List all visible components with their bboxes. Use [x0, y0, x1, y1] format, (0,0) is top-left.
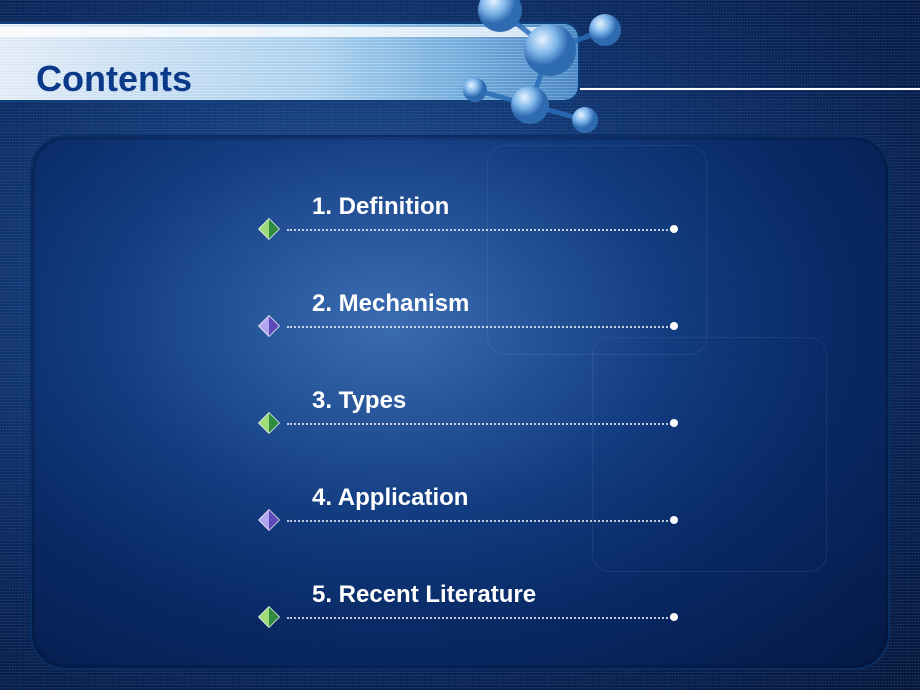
page-title: Contents [36, 58, 192, 100]
leader-end-dot [670, 516, 678, 524]
toc-item: 5. Recent Literature [257, 581, 677, 641]
toc-item-label: 2. Mechanism [312, 290, 469, 318]
dotted-leader [287, 617, 672, 619]
leader-end-dot [670, 225, 678, 233]
dotted-leader [287, 229, 672, 231]
diamond-bullet-icon [257, 217, 281, 241]
diamond-bullet-icon [257, 411, 281, 435]
dotted-leader [287, 423, 672, 425]
toc-item: 1. Definition [257, 193, 677, 253]
toc-item-label: 5. Recent Literature [312, 581, 536, 609]
diamond-bullet-icon [257, 314, 281, 338]
toc-item: 2. Mechanism [257, 290, 677, 350]
slide: Contents [0, 0, 920, 690]
diamond-bullet-icon [257, 605, 281, 629]
dotted-leader [287, 326, 672, 328]
toc-item: 3. Types [257, 387, 677, 447]
header-rule [580, 88, 920, 90]
content-panel: 1. Definition 2. Mechanism 3. Types 4. A… [30, 135, 890, 670]
toc-item-label: 4. Application [312, 484, 468, 512]
header-stripe [0, 27, 560, 37]
leader-end-dot [670, 613, 678, 621]
diamond-bullet-icon [257, 508, 281, 532]
leader-end-dot [670, 419, 678, 427]
toc-item-label: 3. Types [312, 387, 406, 415]
leader-end-dot [670, 322, 678, 330]
toc-item: 4. Application [257, 484, 677, 544]
toc-list: 1. Definition 2. Mechanism 3. Types 4. A… [257, 193, 677, 670]
dotted-leader [287, 520, 672, 522]
toc-item-label: 1. Definition [312, 193, 449, 221]
